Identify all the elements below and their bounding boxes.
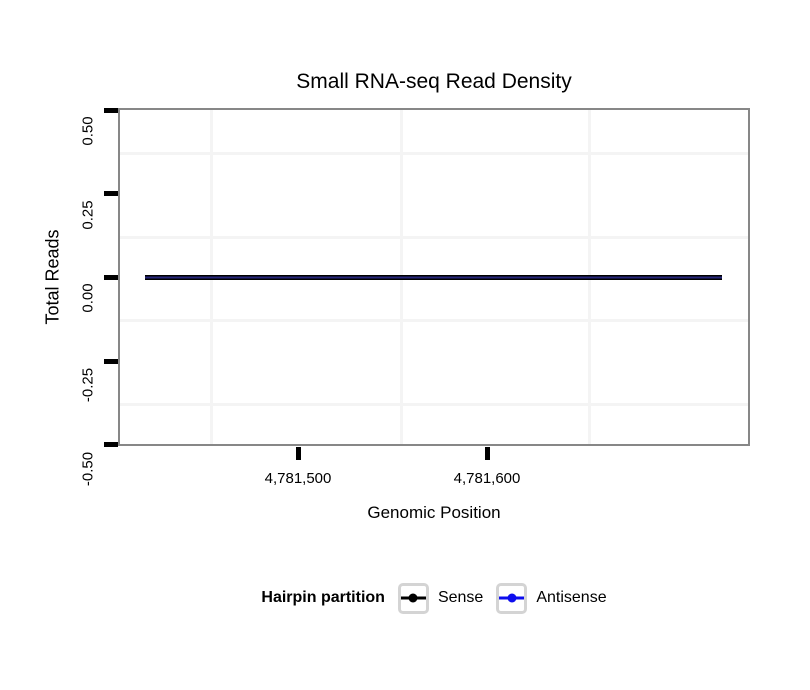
x-tick-label: 4,781,500 — [264, 470, 332, 487]
y-tick-label: 0.00 — [79, 282, 97, 313]
y-tick — [104, 359, 118, 364]
plot-panel — [118, 108, 750, 446]
chart-title: Small RNA-seq Read Density — [296, 70, 572, 93]
legend-item-antisense: Antisense — [496, 582, 607, 614]
y-tick-label: 0.25 — [79, 199, 97, 230]
minor-gridline-horizontal — [120, 403, 748, 406]
y-tick — [104, 275, 118, 280]
x-axis-title: Genomic Position — [367, 503, 501, 522]
minor-gridline-horizontal — [120, 319, 748, 322]
data-line-sense-antisense-overlap — [145, 275, 722, 280]
legend-title: Hairpin partition — [261, 589, 385, 606]
minor-gridline-horizontal — [120, 152, 748, 155]
legend-key-antisense — [496, 582, 528, 614]
y-axis-title: Total Reads — [42, 229, 63, 325]
x-tick — [485, 447, 490, 460]
sense-point-icon — [408, 593, 418, 603]
y-tick — [104, 108, 118, 113]
legend-key-sense — [397, 582, 429, 614]
antisense-point-icon — [507, 593, 517, 603]
y-tick — [104, 191, 118, 196]
x-tick — [296, 447, 301, 460]
legend-label-sense: Sense — [437, 589, 484, 606]
x-tick-label: 4,781,600 — [453, 470, 521, 487]
legend-label-antisense: Antisense — [536, 589, 607, 606]
y-tick — [104, 442, 118, 447]
legend: Hairpin partition Sense Antisense — [118, 578, 750, 618]
legend-item-sense: Sense — [397, 582, 484, 614]
y-tick-label: -0.50 — [79, 451, 97, 487]
minor-gridline-horizontal — [120, 236, 748, 239]
y-tick-label: 0.50 — [79, 115, 97, 146]
y-tick-label: -0.25 — [79, 367, 97, 403]
